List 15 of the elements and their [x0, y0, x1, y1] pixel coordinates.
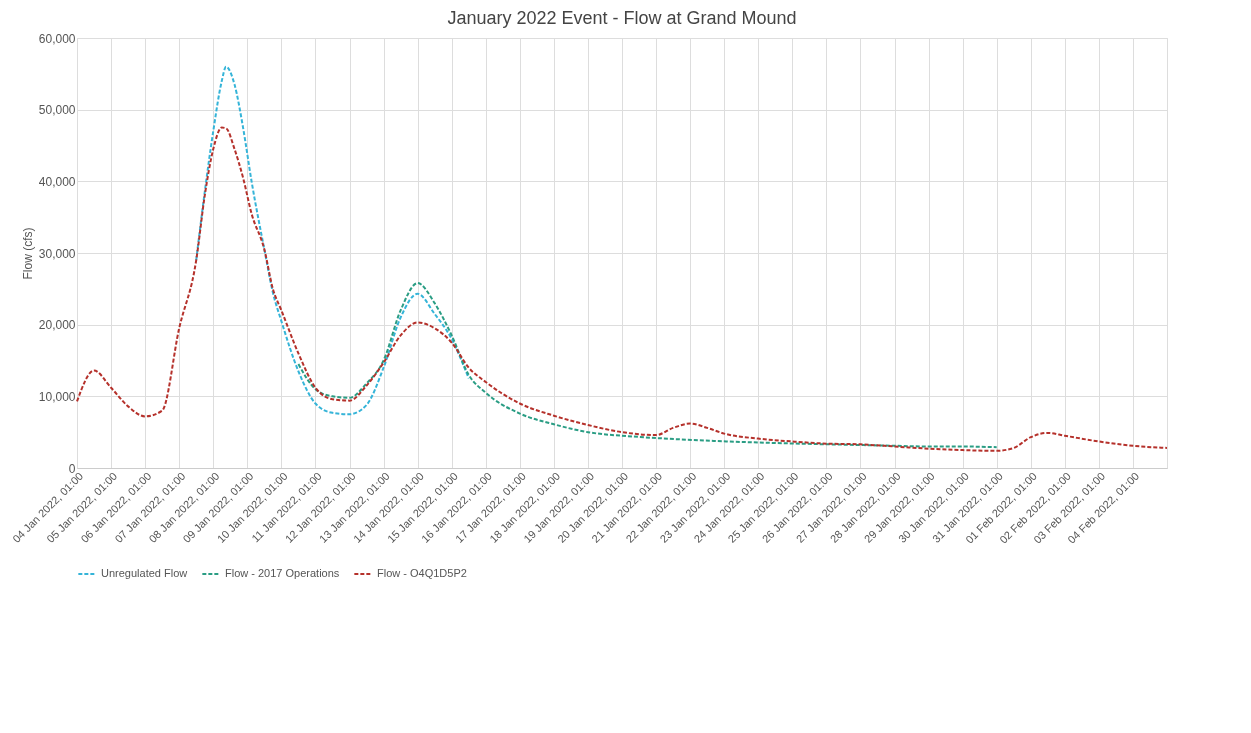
line-series — [76, 126, 1168, 452]
chart-title: January 2022 Event - Flow at Grand Mound — [447, 8, 797, 28]
y-tick-label: 50,000 — [38, 103, 76, 118]
y-tick-label: 0 — [68, 461, 76, 476]
legend-label: Unregulated Flow — [101, 567, 188, 579]
y-tick-label: 10,000 — [38, 389, 76, 404]
y-tick-label: 40,000 — [38, 174, 76, 189]
line-series — [195, 65, 470, 416]
y-tick-label: 60,000 — [38, 31, 76, 46]
legend-label: Flow - 2017 Operations — [225, 567, 340, 579]
y-axis-title: Flow (cfs) — [20, 227, 35, 280]
line-series — [297, 282, 998, 449]
legend-label: Flow - O4Q1D5P2 — [377, 567, 467, 579]
y-tick-label: 20,000 — [38, 318, 76, 333]
y-tick-label: 30,000 — [38, 246, 76, 261]
